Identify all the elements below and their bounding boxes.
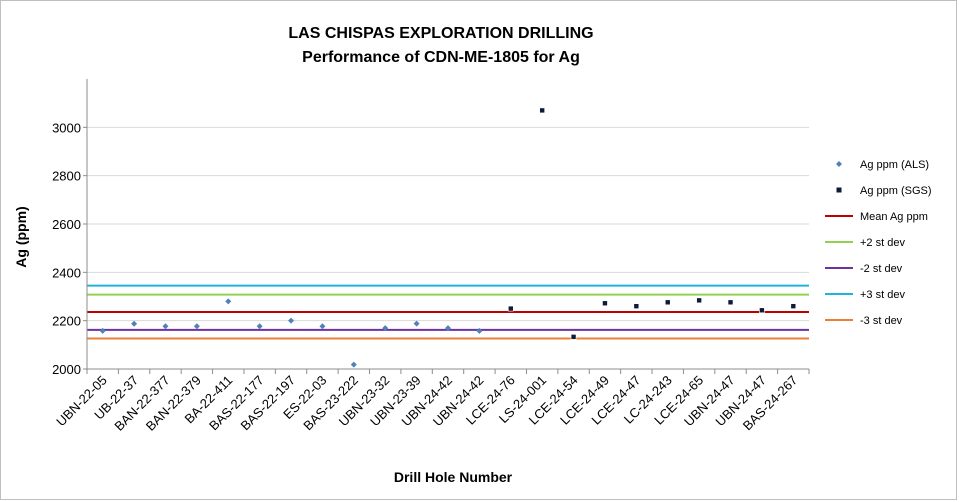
data-point (193, 323, 200, 330)
legend-label: Ag ppm (ALS) (860, 159, 929, 171)
y-tick-labels: 2000 2200 2400 2600 2800 3000 (52, 120, 81, 377)
data-point (727, 299, 734, 306)
data-point (288, 317, 295, 324)
data-point (99, 327, 106, 334)
x-tick-labels: UBN-22-05UB-22-37BAN-22-377BAN-22-379BA-… (53, 373, 800, 434)
legend-marker (836, 187, 842, 193)
data-point (602, 300, 608, 307)
legend-label: +2 st dev (860, 237, 905, 249)
x-axis-title: Drill Hole Number (394, 469, 513, 485)
legend-marker (836, 161, 842, 167)
y-tick-label: 2200 (52, 314, 81, 329)
data-point (131, 320, 138, 327)
y-tick-label: 2400 (52, 265, 81, 280)
axes (83, 79, 810, 374)
data-point (162, 323, 169, 330)
legend-label: -2 st dev (860, 263, 903, 275)
data-point (790, 303, 797, 309)
legend-label: Ag ppm (SGS) (860, 185, 932, 197)
data-point (350, 361, 357, 368)
data-points (99, 107, 797, 368)
y-tick-label: 2000 (52, 362, 81, 377)
data-point (319, 323, 326, 330)
data-point (570, 334, 577, 340)
grid-lines (87, 126, 809, 322)
data-point (759, 307, 765, 314)
data-point (256, 323, 263, 330)
chart-title: LAS CHISPAS EXPLORATION DRILLING (288, 25, 593, 42)
data-point (696, 297, 702, 304)
y-tick-label: 2600 (52, 217, 81, 232)
y-axis-title: Ag (ppm) (13, 206, 29, 267)
legend-label: Mean Ag ppm (860, 211, 928, 223)
reference-lines (87, 284, 809, 340)
data-point (664, 299, 671, 306)
data-point (476, 327, 483, 334)
data-point (413, 320, 420, 327)
data-point (507, 305, 514, 312)
data-point (225, 298, 232, 305)
data-point (633, 303, 640, 309)
legend-label: +3 st dev (860, 289, 905, 301)
legend-label: -3 st dev (860, 315, 903, 327)
chart-subtitle: Performance of CDN-ME-1805 for Ag (302, 49, 580, 66)
data-point (539, 107, 545, 114)
y-tick-label: 3000 (52, 120, 81, 135)
data-point (382, 325, 389, 332)
legend: Ag ppm (ALS) Ag ppm (SGS) Mean Ag ppm +2 st… (825, 159, 932, 327)
y-tick-label: 2800 (52, 169, 81, 184)
data-point (445, 325, 451, 332)
